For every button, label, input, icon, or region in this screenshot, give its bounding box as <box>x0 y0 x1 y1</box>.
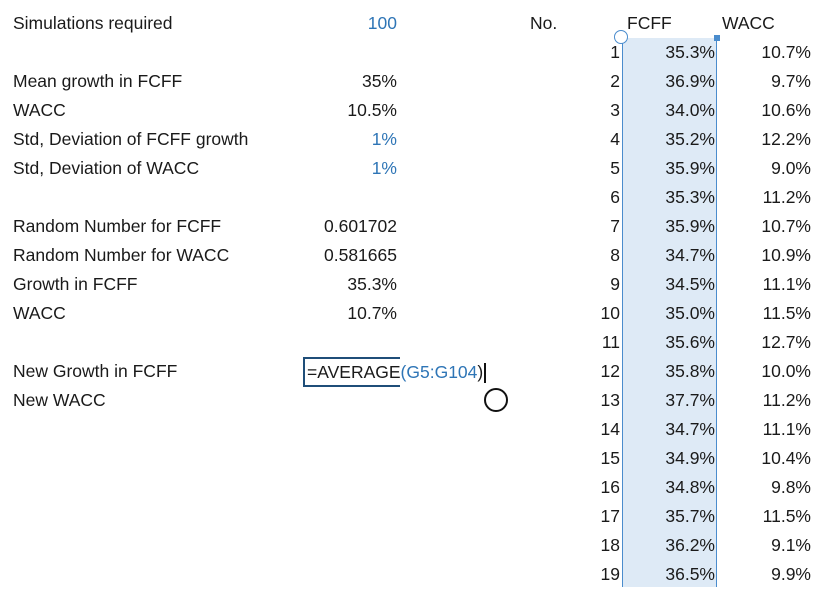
table-row-number[interactable]: 17 <box>600 506 620 526</box>
table-row-wacc[interactable]: 9.1% <box>771 535 811 555</box>
random-fcff-value[interactable]: 0.601702 <box>324 216 397 236</box>
table-row-fcff[interactable]: 34.7% <box>665 245 715 265</box>
formula-close-paren: ) <box>477 362 484 382</box>
table-row-fcff[interactable]: 35.8% <box>665 361 715 381</box>
table-row-fcff[interactable]: 34.5% <box>665 274 715 294</box>
wacc-label[interactable]: WACC <box>13 100 66 120</box>
table-row-number[interactable]: 6 <box>610 187 620 207</box>
mean-growth-label[interactable]: Mean growth in FCFF <box>13 71 183 91</box>
table-row-number[interactable]: 14 <box>600 419 620 439</box>
table-row-number[interactable]: 18 <box>600 535 620 555</box>
table-row-number[interactable]: 7 <box>610 216 620 236</box>
table-row-number[interactable]: 9 <box>610 274 620 294</box>
table-row-wacc[interactable]: 9.0% <box>771 158 811 178</box>
std-wacc-value[interactable]: 1% <box>371 158 397 178</box>
table-row-wacc[interactable]: 10.4% <box>761 448 811 468</box>
random-wacc-value[interactable]: 0.581665 <box>324 245 397 265</box>
selection-handle-icon[interactable] <box>614 30 628 44</box>
table-row-fcff[interactable]: 34.0% <box>665 100 715 120</box>
table-row-fcff[interactable]: 34.7% <box>665 419 715 439</box>
table-row-wacc[interactable]: 11.2% <box>762 390 811 410</box>
table-row-fcff[interactable]: 34.9% <box>665 448 715 468</box>
table-row-number[interactable]: 16 <box>600 477 620 497</box>
table-row-number[interactable]: 2 <box>610 71 620 91</box>
mean-growth-value[interactable]: 35% <box>361 71 397 91</box>
header-no[interactable]: No. <box>530 13 558 33</box>
std-fcff-label[interactable]: Std, Deviation of FCFF growth <box>13 129 249 149</box>
header-wacc[interactable]: WACC <box>722 13 775 33</box>
table-row-number[interactable]: 10 <box>600 303 620 323</box>
table-row-fcff[interactable]: 37.7% <box>665 390 715 410</box>
table-row-wacc[interactable]: 12.2% <box>761 129 811 149</box>
table-row-fcff[interactable]: 35.3% <box>665 187 715 207</box>
growth-fcff-value[interactable]: 35.3% <box>347 274 397 294</box>
wacc2-label[interactable]: WACC <box>13 303 66 323</box>
formula-text[interactable]: =AVERAGE(G5:G104) <box>307 358 486 387</box>
table-row-wacc[interactable]: 10.6% <box>761 100 811 120</box>
simulations-required-label[interactable]: Simulations required <box>13 13 173 33</box>
table-row-number[interactable]: 8 <box>610 245 620 265</box>
active-cell-editor[interactable] <box>303 357 400 387</box>
table-row-wacc[interactable]: 10.0% <box>761 361 811 381</box>
table-row-wacc[interactable]: 10.7% <box>761 216 811 236</box>
wacc-value[interactable]: 10.5% <box>347 100 397 120</box>
new-wacc-label[interactable]: New WACC <box>13 390 106 410</box>
table-row-wacc[interactable]: 10.9% <box>761 245 811 265</box>
table-row-fcff[interactable]: 35.2% <box>665 129 715 149</box>
simulations-required-value[interactable]: 100 <box>367 13 397 33</box>
table-row-fcff[interactable]: 35.7% <box>665 506 715 526</box>
range-selection-highlight <box>622 38 717 587</box>
formula-function: =AVERAGE <box>307 362 401 382</box>
text-caret <box>484 363 486 384</box>
formula-range-ref: G5:G104 <box>406 362 478 382</box>
table-row-wacc[interactable]: 9.9% <box>771 564 811 584</box>
table-row-fcff[interactable]: 36.2% <box>665 535 715 555</box>
table-row-number[interactable]: 19 <box>600 564 620 584</box>
table-row-number[interactable]: 15 <box>600 448 620 468</box>
table-row-wacc[interactable]: 12.7% <box>761 332 811 352</box>
std-wacc-label[interactable]: Std, Deviation of WACC <box>13 158 200 178</box>
formula-open-paren: ( <box>400 362 407 382</box>
table-row-number[interactable]: 4 <box>610 129 620 149</box>
table-row-fcff[interactable]: 35.9% <box>665 158 715 178</box>
table-row-wacc[interactable]: 9.8% <box>771 477 811 497</box>
table-row-fcff[interactable]: 34.8% <box>665 477 715 497</box>
table-row-wacc[interactable]: 11.2% <box>762 187 811 207</box>
table-row-wacc[interactable]: 9.7% <box>771 71 811 91</box>
table-row-fcff[interactable]: 36.5% <box>665 564 715 584</box>
table-row-number[interactable]: 11 <box>601 332 620 352</box>
table-row-fcff[interactable]: 35.9% <box>665 216 715 236</box>
table-row-number[interactable]: 5 <box>610 158 620 178</box>
new-growth-label[interactable]: New Growth in FCFF <box>13 361 178 381</box>
table-row-wacc[interactable]: 11.1% <box>762 419 811 439</box>
busy-cursor-icon <box>484 388 508 412</box>
header-fcff[interactable]: FCFF <box>627 13 672 33</box>
growth-fcff-label[interactable]: Growth in FCFF <box>13 274 138 294</box>
wacc2-value[interactable]: 10.7% <box>347 303 397 323</box>
table-row-wacc[interactable]: 11.1% <box>762 274 811 294</box>
table-row-wacc[interactable]: 10.7% <box>761 42 811 62</box>
table-row-wacc[interactable]: 11.5% <box>762 506 811 526</box>
random-fcff-label[interactable]: Random Number for FCFF <box>13 216 222 236</box>
table-row-number[interactable]: 12 <box>600 361 620 381</box>
table-row-fcff[interactable]: 35.3% <box>665 42 715 62</box>
std-fcff-value[interactable]: 1% <box>371 129 397 149</box>
table-row-fcff[interactable]: 36.9% <box>665 71 715 91</box>
table-row-wacc[interactable]: 11.5% <box>762 303 811 323</box>
selection-corner-handle[interactable] <box>714 35 720 41</box>
table-row-number[interactable]: 3 <box>610 100 620 120</box>
table-row-fcff[interactable]: 35.6% <box>665 332 715 352</box>
random-wacc-label[interactable]: Random Number for WACC <box>13 245 230 265</box>
table-row-fcff[interactable]: 35.0% <box>665 303 715 323</box>
table-row-number[interactable]: 1 <box>610 42 620 62</box>
table-row-number[interactable]: 13 <box>600 390 620 410</box>
